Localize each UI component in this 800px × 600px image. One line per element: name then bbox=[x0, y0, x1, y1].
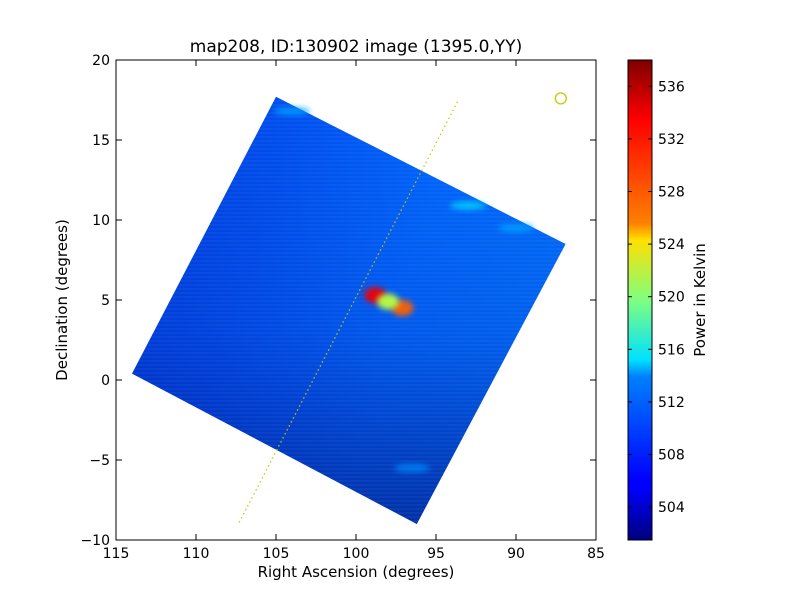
hotspot-3 bbox=[377, 293, 399, 310]
colorbar-tick-label: 520 bbox=[658, 290, 685, 306]
hotspot-6 bbox=[274, 107, 310, 116]
colorbar-tick-label: 528 bbox=[658, 185, 685, 201]
colorbar-label: Power in Kelvin bbox=[691, 243, 709, 357]
colorbar-tick-label: 532 bbox=[658, 132, 685, 148]
hotspot-7 bbox=[394, 464, 430, 472]
x-tick-label: 110 bbox=[183, 546, 210, 562]
colorbar-tick-label: 504 bbox=[658, 500, 685, 516]
y-tick-label: 15 bbox=[92, 133, 110, 149]
hotspot-layer bbox=[274, 107, 534, 472]
y-tick-label: 10 bbox=[92, 213, 110, 229]
dotted-track-line bbox=[238, 99, 459, 523]
x-tick-label: 90 bbox=[507, 546, 525, 562]
marker-circle bbox=[554, 92, 567, 105]
colorbar-tick-label: 508 bbox=[658, 448, 685, 464]
colorbar-ticks: 504 508 512 516 520 524 528 532 536 bbox=[628, 79, 685, 516]
y-axis-ticks: −10 −5 0 5 10 15 20 bbox=[80, 53, 596, 549]
hotspot-4 bbox=[450, 201, 486, 210]
colorbar bbox=[628, 60, 652, 540]
y-tick-label: −5 bbox=[89, 453, 110, 469]
x-axis-ticks: 115 110 105 100 95 90 85 bbox=[103, 60, 605, 562]
y-axis-label: Declination (degrees) bbox=[53, 219, 71, 381]
x-tick-label: 105 bbox=[263, 546, 290, 562]
x-tick-label: 85 bbox=[587, 546, 605, 562]
colorbar-tick-label: 536 bbox=[658, 79, 685, 95]
heatmap-layer bbox=[132, 92, 567, 525]
colorbar-tick-label: 512 bbox=[658, 395, 685, 411]
x-tick-label: 95 bbox=[427, 546, 445, 562]
y-tick-label: 5 bbox=[101, 293, 110, 309]
y-tick-label: 20 bbox=[92, 53, 110, 69]
chart-title: map208, ID:130902 image (1395.0,YY) bbox=[190, 37, 522, 57]
x-tick-label: 115 bbox=[103, 546, 130, 562]
hotspot-5 bbox=[498, 224, 534, 232]
colorbar-tick-label: 516 bbox=[658, 342, 685, 358]
x-axis-label: Right Ascension (degrees) bbox=[258, 563, 455, 581]
y-tick-label: 0 bbox=[101, 373, 110, 389]
colorbar-frame bbox=[627, 59, 653, 541]
x-tick-label: 100 bbox=[343, 546, 370, 562]
y-tick-label: −10 bbox=[80, 533, 110, 549]
colorbar-tick-label: 524 bbox=[658, 237, 685, 253]
